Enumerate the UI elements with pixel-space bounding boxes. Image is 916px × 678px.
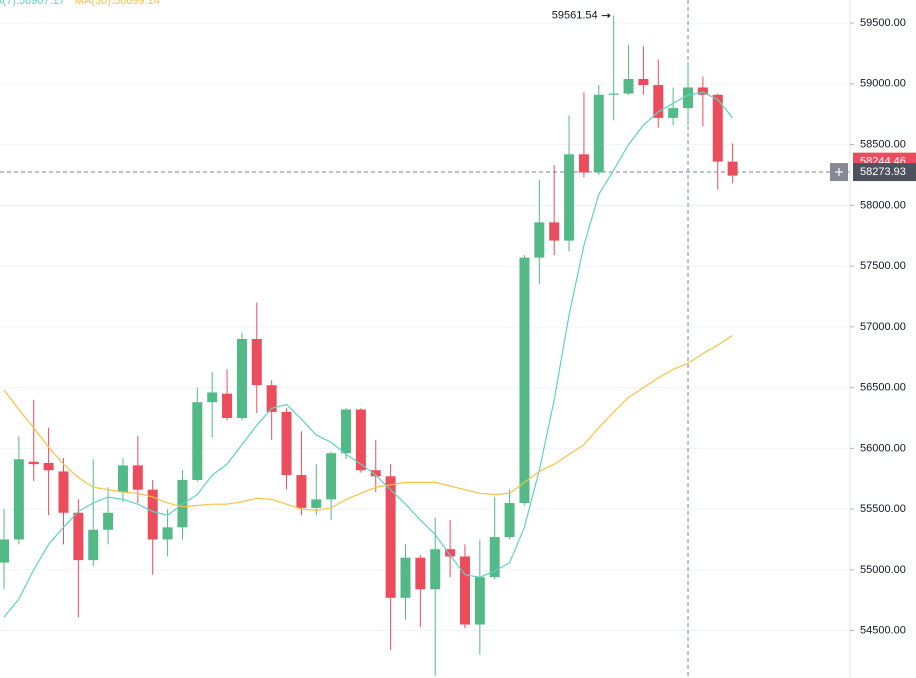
candle-body (385, 476, 396, 598)
y-tick-label: 59000.00 (860, 78, 906, 90)
candle-body (593, 94, 604, 173)
legend: MA(7)58907.17 MA(30)56699.14 (0, 0, 170, 7)
candle-body (88, 529, 99, 561)
candle-body (697, 87, 708, 95)
legend-name: MA(7) (0, 0, 19, 7)
candle-body (638, 78, 649, 86)
y-tick-label: 55000.00 (860, 564, 906, 576)
y-tick-label: 58500.00 (860, 138, 906, 150)
candle-body (132, 465, 143, 490)
candle-body (73, 512, 84, 561)
candle-body (117, 465, 128, 493)
grid (0, 22, 850, 632)
candle-body (28, 461, 39, 465)
candle-body (103, 512, 114, 530)
price-axis-labels: 54500.00 55000.00 55500.00 56000.00 56500.00… (850, 17, 916, 637)
candle-body (222, 393, 233, 418)
legend-value: 58907.17 (19, 0, 65, 7)
candle-body (504, 503, 515, 538)
crosshair-price-box (853, 163, 916, 182)
candle-body (430, 549, 441, 590)
candle-body (712, 94, 723, 162)
candle-body (341, 409, 352, 454)
candle-body (564, 154, 575, 241)
candle-body (147, 489, 158, 540)
candle-body (578, 154, 589, 173)
candle-body (623, 78, 634, 94)
candle-body (311, 499, 322, 508)
price-axis (850, 0, 916, 678)
y-tick-label: 54500.00 (860, 625, 906, 637)
ma-line (3, 91, 734, 618)
candle-body (445, 549, 456, 557)
candle-body (192, 402, 203, 480)
y-tick-label: 57500.00 (860, 260, 906, 272)
candle-body (534, 222, 545, 258)
legend-item: MA(7)58907.17 (0, 0, 65, 7)
y-tick-label: 58000.00 (860, 199, 906, 211)
ma-line (3, 334, 733, 511)
candle-body (58, 471, 69, 513)
candle-body (415, 557, 426, 590)
high-arrow-head (607, 13, 611, 19)
y-tick-label: 59500.00 (860, 17, 906, 29)
candle-body (474, 577, 485, 625)
y-tick-label: 56500.00 (860, 382, 906, 394)
candle-body (355, 409, 366, 471)
candle-body (727, 161, 738, 176)
y-tick-label: 55500.00 (860, 503, 906, 515)
candle-body (489, 537, 500, 578)
candle-body (296, 475, 307, 508)
candle-body (13, 459, 24, 540)
y-tick-label: 57000.00 (860, 321, 906, 333)
candle-body (653, 85, 664, 118)
candle-body (251, 339, 262, 386)
legend-value: 56699.14 (114, 0, 160, 7)
candle-body (0, 539, 9, 563)
candle-body (519, 257, 530, 504)
candle-body (281, 411, 292, 476)
high-label: 59561.54 (552, 10, 598, 22)
legend-name: MA(30) (75, 0, 114, 7)
candle-body (668, 108, 679, 118)
candle-body (459, 556, 470, 625)
candle-body (608, 93, 619, 95)
plot-area: 59561.54 (0, 0, 850, 678)
candle-body (43, 462, 54, 471)
crosshair-price-label: 58273.93 (860, 166, 906, 178)
y-tick-label: 56000.00 (860, 442, 906, 454)
candle-body (549, 222, 560, 241)
candle-body (326, 453, 337, 500)
legend-item: MA(30)56699.14 (75, 0, 160, 7)
candle-body (236, 339, 247, 418)
candle-body (162, 527, 173, 540)
candle-body (207, 392, 218, 403)
candle-body (400, 557, 411, 598)
candle-body (683, 87, 694, 109)
add-button-icon (835, 168, 843, 177)
candle-body (266, 385, 277, 412)
candle-body (370, 470, 381, 477)
